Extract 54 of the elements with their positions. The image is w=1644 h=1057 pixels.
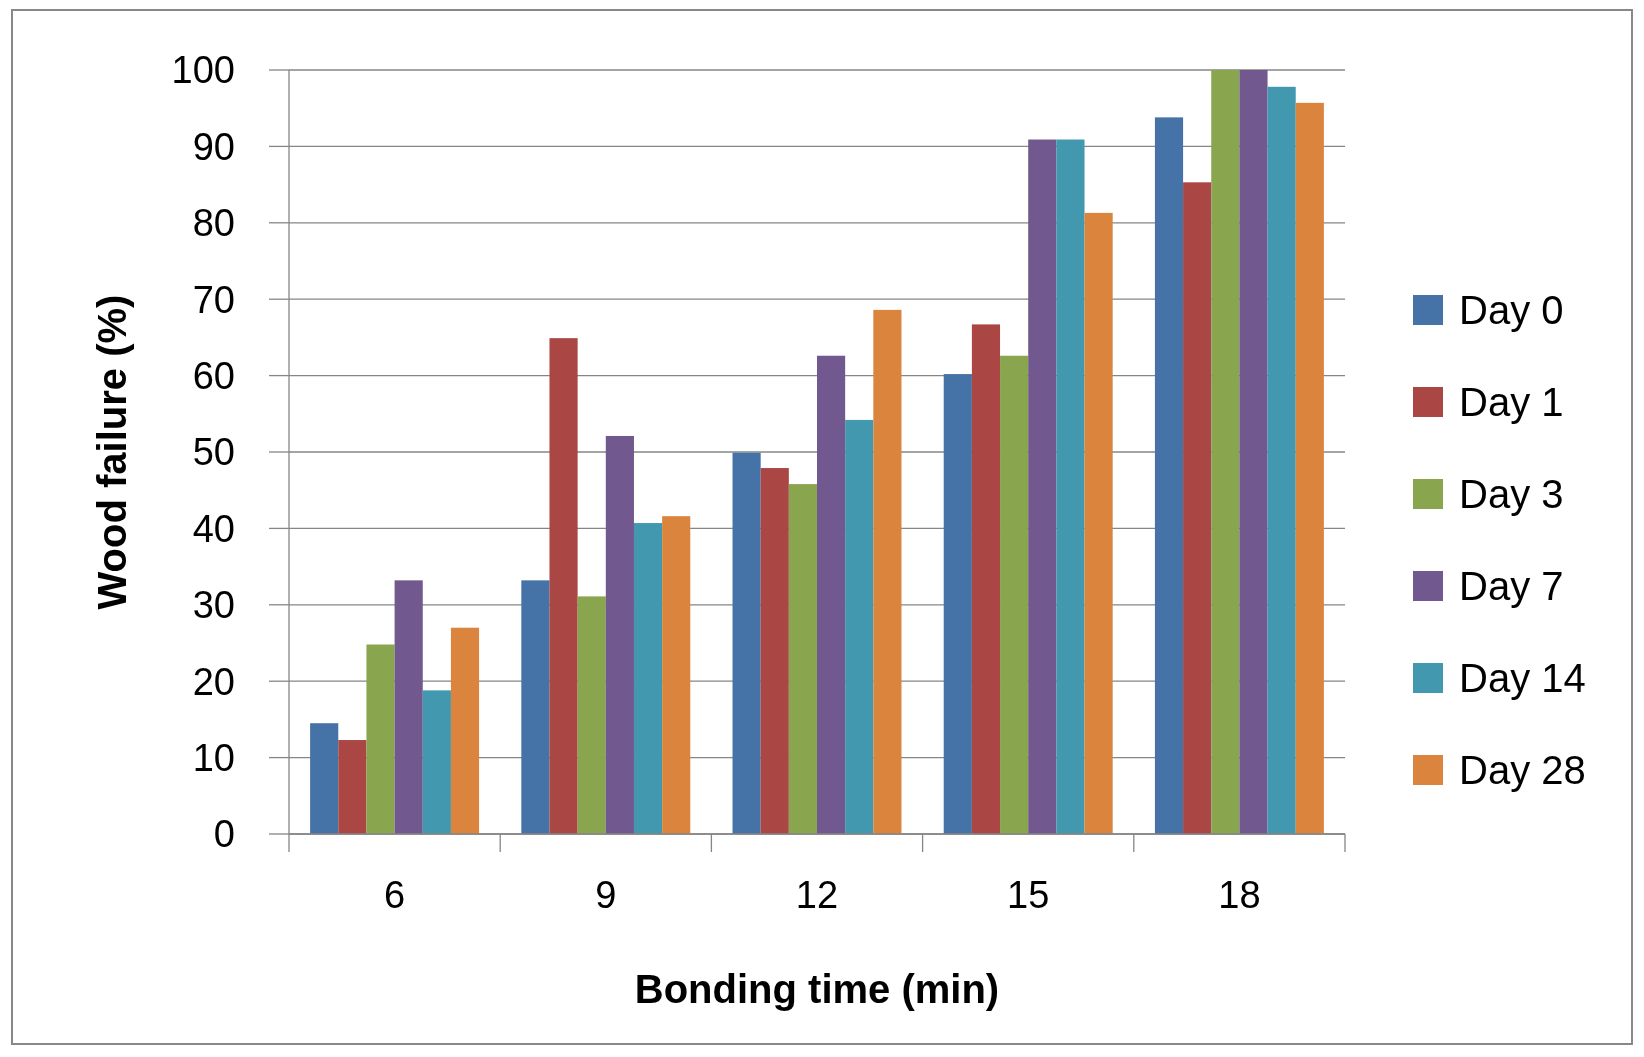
y-tick-label: 100	[171, 49, 235, 92]
bar	[549, 338, 578, 834]
bar	[450, 627, 480, 834]
bar	[873, 309, 902, 834]
bar	[788, 484, 817, 834]
bar	[1267, 86, 1296, 834]
bar	[366, 644, 395, 834]
bar	[662, 516, 691, 834]
y-tick-label: 80	[192, 202, 235, 245]
legend-label: Day 28	[1459, 748, 1586, 792]
x-tick-label: 15	[1007, 874, 1050, 916]
bar	[338, 740, 367, 834]
bar	[1000, 355, 1029, 834]
bar	[1056, 139, 1085, 834]
bar	[943, 374, 972, 834]
bar	[422, 690, 451, 834]
bar	[521, 580, 550, 834]
y-tick-label: 10	[192, 736, 235, 779]
legend-label: Day 1	[1459, 380, 1564, 424]
bar	[1239, 70, 1268, 834]
legend-label: Day 7	[1459, 564, 1564, 608]
bar	[1211, 70, 1240, 834]
bar	[310, 723, 339, 834]
y-tick-label: 90	[192, 125, 235, 168]
y-tick-label: 40	[192, 507, 235, 550]
bar	[1028, 139, 1057, 834]
y-axis-title: Wood failure (%)	[90, 294, 134, 610]
y-tick-label: 0	[213, 813, 235, 856]
bar	[817, 355, 846, 834]
bar	[577, 596, 606, 834]
y-tick-label: 60	[192, 354, 235, 397]
bar	[845, 419, 874, 834]
bar	[1084, 212, 1113, 834]
bar	[971, 324, 1001, 834]
y-tick-label: 50	[192, 431, 235, 474]
bar	[732, 452, 761, 834]
y-tick-label: 70	[192, 278, 235, 321]
bar	[760, 468, 789, 834]
bar	[394, 580, 423, 834]
legend-label: Day 3	[1459, 472, 1564, 516]
bar	[1154, 117, 1184, 834]
x-axis-title: Bonding time (min)	[634, 967, 1000, 1011]
bar	[1183, 182, 1212, 834]
legend-label: Day 0	[1459, 288, 1564, 332]
bar	[1295, 102, 1324, 834]
x-tick-label: 6	[384, 874, 406, 916]
x-tick-label: 12	[795, 874, 839, 916]
y-tick-label: 20	[192, 660, 235, 703]
legend-label: Day 14	[1459, 656, 1586, 700]
bar	[633, 523, 663, 834]
y-tick-label: 30	[192, 584, 235, 627]
x-tick-label: 9	[595, 874, 617, 916]
x-tick-label: 18	[1218, 874, 1261, 916]
bar	[605, 435, 634, 834]
